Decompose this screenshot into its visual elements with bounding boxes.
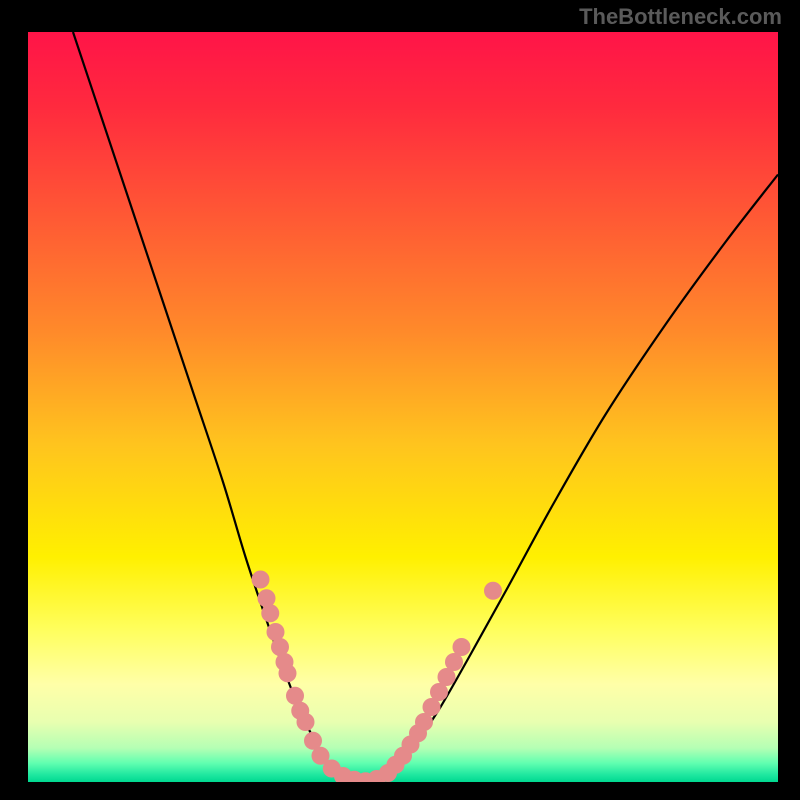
- watermark-text: TheBottleneck.com: [579, 4, 782, 30]
- scatter-point: [484, 582, 502, 600]
- scatter-point: [258, 589, 276, 607]
- scatter-point: [261, 604, 279, 622]
- chart-root: TheBottleneck.com: [0, 0, 800, 800]
- scatter-point: [297, 713, 315, 731]
- scatter-point: [279, 664, 297, 682]
- gradient-background: [28, 32, 778, 782]
- scatter-point: [453, 638, 471, 656]
- scatter-point: [252, 571, 270, 589]
- chart-svg: [0, 0, 800, 800]
